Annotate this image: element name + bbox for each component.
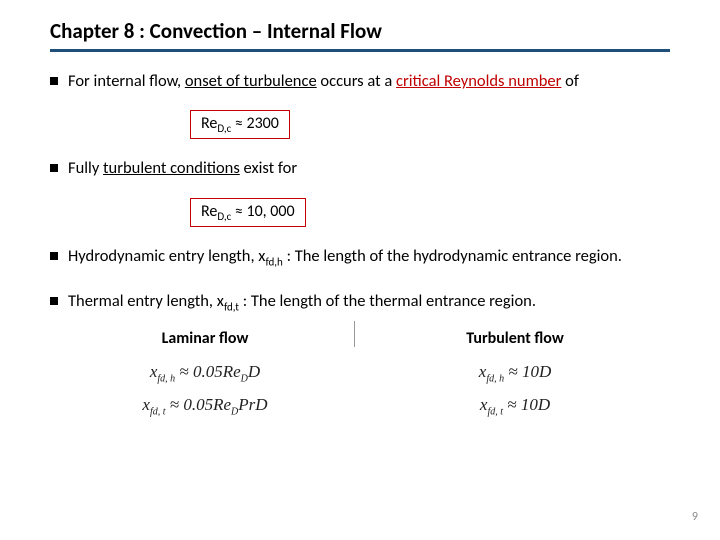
column-heading-turbulent: Turbulent flow xyxy=(360,329,670,348)
formula-laminar-t: xfd, t ≈ 0.05ReDPrD xyxy=(50,395,360,417)
column-heading-laminar: Laminar flow xyxy=(50,329,360,348)
fsub: fd, h xyxy=(157,374,175,385)
text-segment: : The length of the hydrodynamic entranc… xyxy=(283,246,622,266)
underlined-text: turbulent conditions xyxy=(103,158,240,178)
value: ≈ 10, 000 xyxy=(231,202,294,221)
fsub: fd, t xyxy=(487,406,503,417)
square-bullet-icon xyxy=(50,297,58,305)
square-bullet-icon xyxy=(50,252,58,260)
chapter-title: Chapter 8 : Convection – Internal Flow xyxy=(50,18,670,52)
page-number: 9 xyxy=(692,510,698,524)
subscript: fd,t xyxy=(224,300,239,313)
fsub: fd, h xyxy=(486,374,504,385)
subscript: D,c xyxy=(217,210,231,223)
critical-text: critical Reynolds number xyxy=(396,71,561,91)
formula-turbulent-h: xfd, h ≈ 10D xyxy=(360,362,670,384)
fsub: fd, t xyxy=(150,406,166,417)
text-segment: For internal flow, xyxy=(68,71,185,91)
text-segment: : The length of the thermal entrance reg… xyxy=(239,291,536,311)
bullet-item-2: Fully turbulent conditions exist for xyxy=(50,157,670,179)
slide-content: For internal flow, onset of turbulence o… xyxy=(50,52,670,427)
fvar: x xyxy=(142,395,150,414)
bullet-item-3: Hydrodynamic entry length, xfd,h : The l… xyxy=(50,245,670,270)
symbol: Re xyxy=(201,202,217,221)
square-bullet-icon xyxy=(50,164,58,172)
fop: ≈ 10D xyxy=(504,362,551,381)
formula-turbulent-t: xfd, t ≈ 10D xyxy=(360,395,670,417)
text-segment: Hydrodynamic entry length, x xyxy=(68,246,265,266)
fop: ≈ 0.05Re xyxy=(166,395,232,414)
vertical-divider xyxy=(354,321,355,347)
right-column: Turbulent flow xfd, h ≈ 10D xfd, t ≈ 10D xyxy=(360,329,670,427)
square-bullet-icon xyxy=(50,77,58,85)
two-column-region: Laminar flow xfd, h ≈ 0.05ReDD xfd, t ≈ … xyxy=(50,329,670,427)
subscript: D,c xyxy=(217,122,231,135)
text-segment: exist for xyxy=(240,158,297,178)
bullet-text-3: Hydrodynamic entry length, xfd,h : The l… xyxy=(68,245,622,270)
bullet-item-1: For internal flow, onset of turbulence o… xyxy=(50,70,670,92)
fvar: D xyxy=(248,362,260,381)
bullet-text-1: For internal flow, onset of turbulence o… xyxy=(68,70,579,92)
fvar: PrD xyxy=(238,395,267,414)
text-segment: of xyxy=(561,71,578,91)
formula-laminar-h: xfd, h ≈ 0.05ReDD xyxy=(50,362,360,384)
value: ≈ 2300 xyxy=(231,114,279,133)
bullet-item-4: Thermal entry length, xfd,t : The length… xyxy=(50,290,670,315)
bullet-text-2: Fully turbulent conditions exist for xyxy=(68,157,297,179)
text-segment: occurs at a xyxy=(317,71,396,91)
fop: ≈ 10D xyxy=(503,395,550,414)
equation-box-1: ReD,c ≈ 2300 xyxy=(190,110,290,139)
underlined-text: onset of turbulence xyxy=(185,71,317,91)
equation-box-2: ReD,c ≈ 10, 000 xyxy=(190,198,306,227)
subscript: fd,h xyxy=(265,255,282,268)
text-segment: Thermal entry length, x xyxy=(68,291,224,311)
bullet-text-4: Thermal entry length, xfd,t : The length… xyxy=(68,290,536,315)
text-segment: Fully xyxy=(68,158,103,178)
fsub: D xyxy=(241,374,248,385)
symbol: Re xyxy=(201,114,217,133)
fop: ≈ 0.05Re xyxy=(175,362,241,381)
left-column: Laminar flow xfd, h ≈ 0.05ReDD xfd, t ≈ … xyxy=(50,329,360,427)
